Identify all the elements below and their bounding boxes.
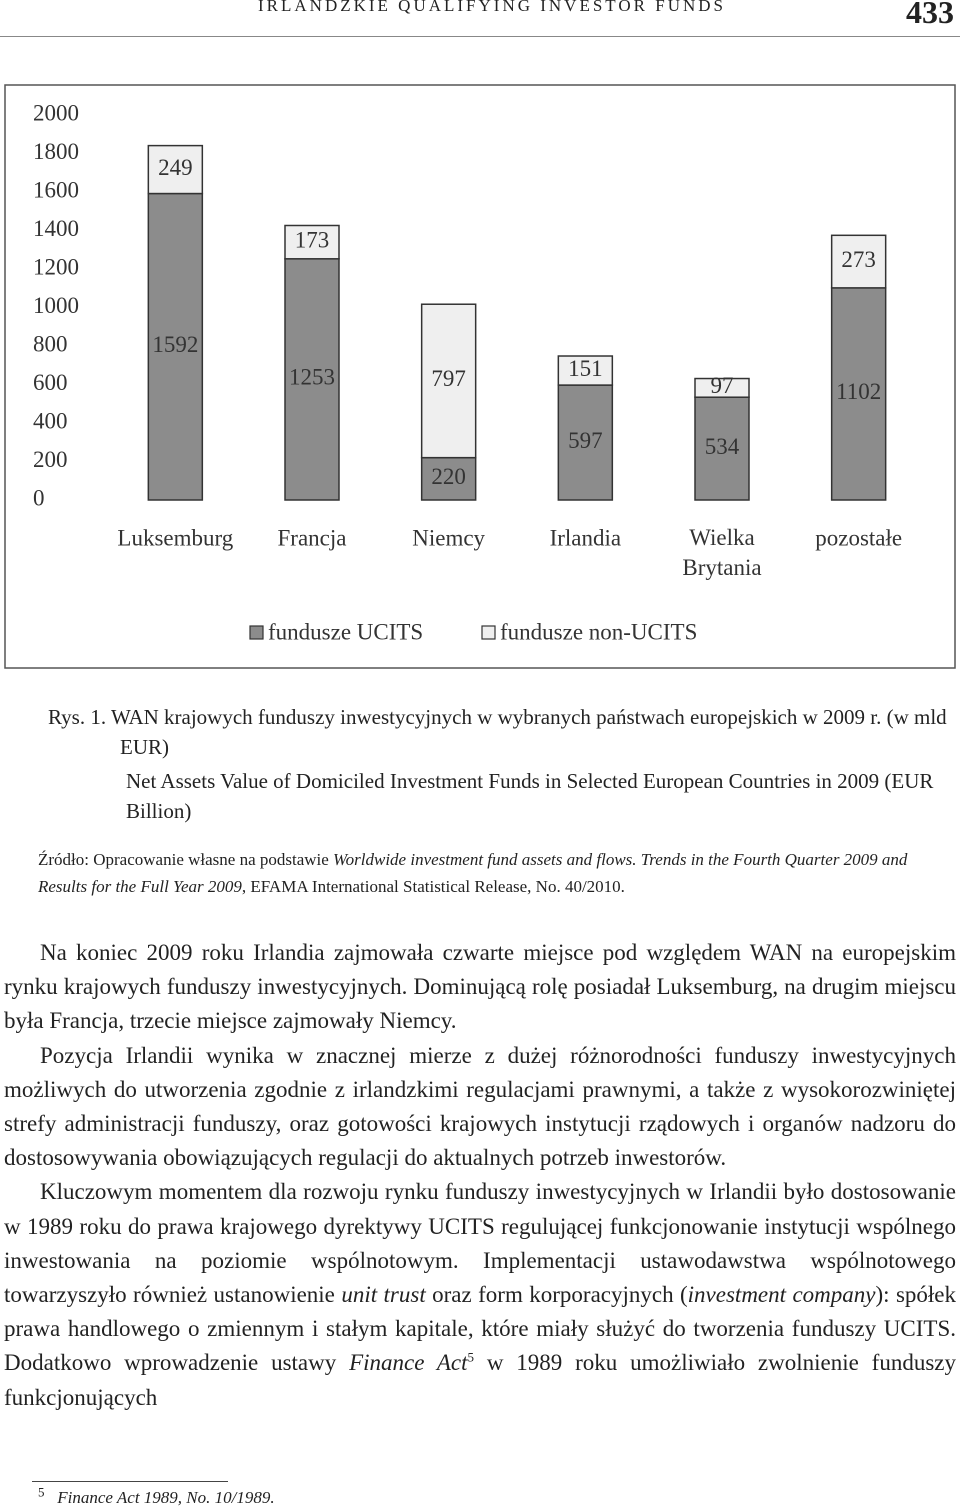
x-tick-label: pozostałe bbox=[815, 525, 902, 550]
text: oraz form korporacyjnych ( bbox=[425, 1282, 688, 1308]
chart: 0 200 400 600 800 1000 1200 1400 1600 1800 2000 Luk… bbox=[4, 84, 956, 669]
y-tick-label: 0 bbox=[33, 485, 45, 510]
y-tick-label: 200 bbox=[33, 447, 68, 472]
footnote-ref: 5 bbox=[467, 1349, 475, 1365]
text: ): spółek prawa handlowego o zmiennym i … bbox=[4, 1282, 957, 1376]
value-label: 220 bbox=[431, 464, 466, 489]
value-label: 151 bbox=[568, 356, 603, 381]
value-label: 597 bbox=[568, 428, 603, 453]
bar-segment bbox=[694, 377, 750, 398]
term: unit trust bbox=[341, 1282, 426, 1308]
x-tick-label: Niemcy bbox=[412, 525, 485, 550]
footnote-text: Finance Act 1989, No. 10/1989. bbox=[57, 1488, 275, 1507]
term: Finance Act bbox=[349, 1350, 468, 1376]
bar-segment bbox=[557, 355, 614, 386]
value-label: 97 bbox=[711, 373, 734, 398]
figure-source: Źródło: Opracowanie własne na podstawie … bbox=[38, 846, 958, 900]
text: w 1989 roku umożliwiało zwolnienie fundu… bbox=[4, 1350, 956, 1410]
bar-segment bbox=[830, 287, 887, 501]
bar-segment bbox=[284, 224, 340, 260]
footnote: 5 Finance Act 1989, No. 10/1989. bbox=[38, 1485, 275, 1508]
x-tick-label: Irlandia bbox=[550, 525, 622, 550]
running-header: IRLANDZKIE QUALIFYING INVESTOR FUNDS bbox=[258, 0, 726, 15]
body-text: Na koniec 2009 roku Irlandia zajmowała c… bbox=[4, 936, 956, 1415]
figure-caption-english: Net Assets Value of Domiciled Investment… bbox=[126, 769, 934, 823]
value-label: 173 bbox=[295, 227, 330, 252]
value-label: 249 bbox=[158, 155, 193, 180]
x-tick-label: Luksemburg bbox=[117, 525, 233, 550]
x-tick-label-line: Brytania bbox=[682, 555, 761, 580]
header-rule bbox=[0, 36, 960, 37]
bar-segment bbox=[557, 384, 614, 501]
footnote-rule bbox=[32, 1481, 228, 1482]
x-tick-label: Francja bbox=[278, 525, 347, 550]
source-title: Worldwide investment fund assets and flo… bbox=[38, 850, 908, 896]
y-tick-label: 2000 bbox=[33, 100, 79, 125]
value-label: 1592 bbox=[152, 332, 198, 357]
footnote-number: 5 bbox=[38, 1484, 45, 1500]
source-text: , EFAMA International Statistical Releas… bbox=[241, 877, 625, 896]
y-tick-label: 1600 bbox=[33, 177, 79, 202]
value-label: 797 bbox=[431, 366, 466, 391]
y-tick-label: 1000 bbox=[33, 293, 79, 318]
paragraph: Pozycja Irlandii wynika w znacznej mierz… bbox=[4, 1042, 956, 1171]
x-tick-label-line: Wielka bbox=[689, 525, 755, 550]
text: Kluczowym momentem dla rozwoju rynku fun… bbox=[4, 1179, 956, 1308]
y-tick-label: 1400 bbox=[33, 216, 79, 241]
legend-swatch bbox=[249, 625, 264, 640]
value-label: 1102 bbox=[836, 379, 881, 404]
bar-segment bbox=[420, 303, 477, 459]
legend-label: fundusze UCITS bbox=[268, 619, 423, 644]
value-label: 1253 bbox=[289, 365, 335, 390]
bar-segment bbox=[147, 144, 204, 195]
y-tick-label: 400 bbox=[33, 408, 68, 433]
y-tick-label: 600 bbox=[33, 370, 68, 395]
y-tick-label: 1200 bbox=[33, 254, 79, 279]
bar-segment bbox=[694, 396, 750, 501]
legend-label: fundusze non-UCITS bbox=[500, 619, 697, 644]
page-number: 433 bbox=[906, 0, 954, 30]
term: investment company bbox=[687, 1282, 876, 1308]
legend-swatch bbox=[481, 625, 496, 640]
y-tick-label: 1800 bbox=[33, 139, 79, 164]
paragraph: Na koniec 2009 roku Irlandia zajmowała c… bbox=[4, 940, 956, 1034]
bar-segment bbox=[147, 192, 204, 501]
paragraph: Kluczowym momentem dla rozwoju rynku fun… bbox=[4, 1175, 956, 1414]
value-label: 534 bbox=[705, 434, 740, 459]
source-text: Źródło: Opracowanie własne na podstawie bbox=[38, 850, 334, 869]
value-label: 273 bbox=[841, 247, 876, 272]
figure-caption: Rys. 1. WAN krajowych funduszy inwestycy… bbox=[48, 705, 947, 759]
chart-frame bbox=[4, 84, 956, 669]
bar-segment bbox=[830, 234, 887, 289]
x-tick-label: Wielka Brytania bbox=[682, 525, 761, 580]
y-tick-label: 800 bbox=[33, 331, 68, 356]
